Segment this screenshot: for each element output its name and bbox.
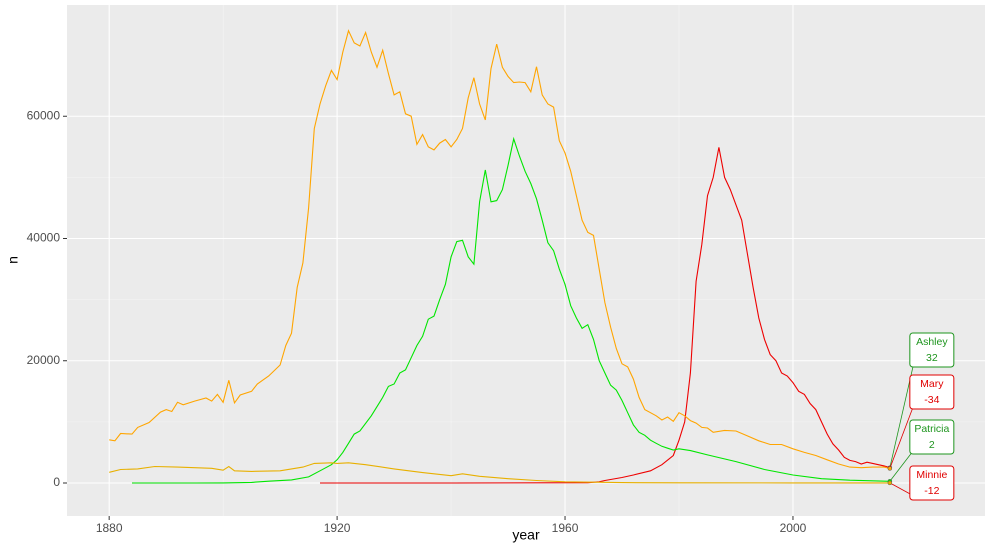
- label-change: -12: [924, 485, 939, 497]
- leader-line: [889, 449, 915, 482]
- end-label: Minnie -12: [887, 465, 955, 501]
- series-line: [320, 147, 890, 484]
- series-line: [109, 462, 890, 484]
- label-change: 32: [926, 352, 938, 364]
- x-tick-label: 1880: [96, 521, 123, 535]
- label-change: 2: [929, 439, 935, 451]
- series-line: [109, 29, 890, 469]
- end-label: Mary -34: [887, 374, 955, 471]
- x-tick-label: 1920: [324, 521, 351, 535]
- label-box: [909, 332, 955, 368]
- series-line: [132, 136, 890, 484]
- label-name: Minnie: [916, 469, 947, 481]
- leader-line: [889, 404, 915, 469]
- plot: Ashley 32 Mary -34 Patricia 2 Minnie -12: [109, 29, 955, 501]
- end-label: Ashley 32: [887, 332, 955, 470]
- y-tick-label: 20000: [27, 353, 61, 367]
- y-tick-label: 0: [53, 475, 60, 489]
- label-box: [909, 374, 955, 410]
- panel: [67, 5, 985, 516]
- label-name: Ashley: [916, 336, 948, 348]
- label-box: [909, 465, 955, 501]
- end-label: Patricia 2: [887, 419, 955, 484]
- grid: [67, 5, 985, 516]
- y-tick-label: 40000: [27, 231, 61, 245]
- y-tick-label: 60000: [27, 108, 61, 122]
- x-tick-label: 1960: [552, 521, 579, 535]
- x-tick-label: 2000: [780, 521, 807, 535]
- y-axis-title: n: [5, 256, 21, 264]
- label-name: Mary: [920, 378, 944, 390]
- x-axis-title: year: [512, 527, 540, 543]
- label-change: -34: [924, 394, 939, 406]
- label-name: Patricia: [914, 423, 949, 435]
- end-point: [887, 466, 893, 471]
- label-box: [909, 419, 955, 455]
- end-point: [887, 480, 893, 486]
